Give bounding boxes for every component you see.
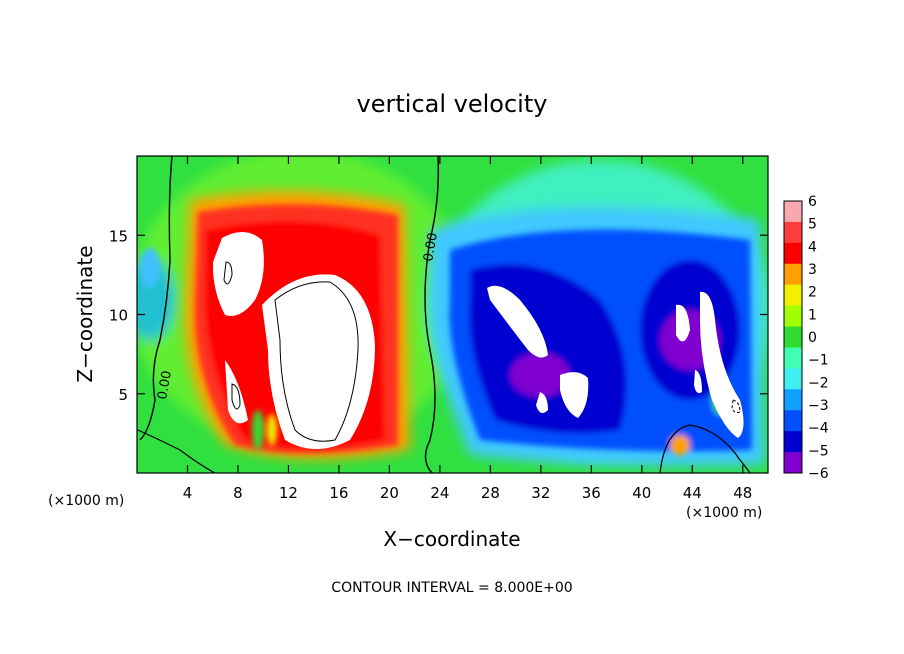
colorbar-label: 6	[808, 194, 817, 210]
x-tick-label: 8	[233, 484, 243, 502]
colorbar-frame	[783, 200, 803, 474]
x-tick-label: 20	[380, 484, 399, 502]
x-tick-label: 4	[183, 484, 193, 502]
colorbar-label: −5	[808, 443, 829, 459]
colorbar-swatch	[784, 410, 802, 432]
x-tick-label: 28	[481, 484, 500, 502]
colorbar-label: 1	[808, 307, 817, 323]
colorbar-label: 4	[808, 239, 817, 255]
x-unit-left: (×1000 m)	[48, 493, 124, 509]
y-tick-label: 15	[109, 227, 128, 245]
x-tick-label: 44	[683, 484, 702, 502]
colorbar-swatch	[784, 242, 802, 265]
contour-label: 0.00	[155, 370, 175, 401]
x-tick-label: 12	[279, 484, 298, 502]
colorbar-label: 2	[808, 285, 817, 301]
colorbar-swatch	[784, 368, 802, 390]
contour-label: 0.00	[421, 232, 441, 263]
x-tick-label: 24	[430, 484, 449, 502]
colorbar-swatch	[784, 347, 802, 369]
colorbar-label: 5	[808, 217, 817, 233]
x-tick-label: 36	[582, 484, 601, 502]
colorbar-label: 0	[808, 330, 817, 346]
x-tick-label: 48	[733, 484, 752, 502]
colorbar-label: −6	[808, 466, 829, 482]
colorbar-label: −3	[808, 398, 829, 414]
x-axis-label: X−coordinate	[383, 527, 520, 551]
colorbar-label: −1	[808, 353, 829, 369]
chart-title: vertical velocity	[357, 90, 548, 118]
colorbar-label: −2	[808, 375, 829, 391]
contour-interval-text: CONTOUR INTERVAL = 8.000E+00	[331, 580, 572, 596]
colorbar-swatch	[784, 221, 802, 244]
y-tick-label: 5	[118, 386, 128, 404]
colorbar-swatch	[784, 452, 802, 474]
colorbar-swatch	[784, 284, 802, 307]
colorbar-swatch	[784, 389, 802, 411]
colorbar-swatch	[784, 326, 802, 348]
x-tick-label: 16	[329, 484, 348, 502]
x-tick-label: 40	[632, 484, 651, 502]
colorbar-swatch	[784, 305, 802, 328]
y-axis-label: Z−coordinate	[73, 245, 97, 382]
colorbar-label: −4	[808, 421, 829, 437]
y-tick-label: 10	[109, 307, 128, 325]
x-tick-label: 32	[531, 484, 550, 502]
colorbar-swatch	[784, 201, 802, 223]
y-axis-ticks: 5 10 15	[109, 227, 768, 404]
x-axis-ticks: 4 8 12 16 20 24 28 32 36 40 44 48	[183, 156, 752, 502]
colorbar-label: 3	[808, 262, 817, 278]
colorbar-swatch	[784, 431, 802, 453]
colorbar: 6 5 4 3 2 1 0 −1 −2 −3 −4 −5 −6	[783, 194, 829, 482]
colorbar-swatch	[784, 263, 802, 286]
velocity-field	[137, 156, 768, 473]
x-unit-right: (×1000 m)	[686, 505, 762, 521]
